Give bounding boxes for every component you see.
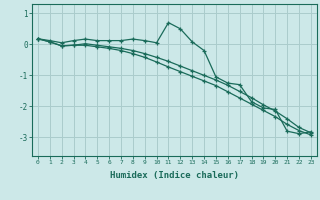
X-axis label: Humidex (Indice chaleur): Humidex (Indice chaleur) (110, 171, 239, 180)
